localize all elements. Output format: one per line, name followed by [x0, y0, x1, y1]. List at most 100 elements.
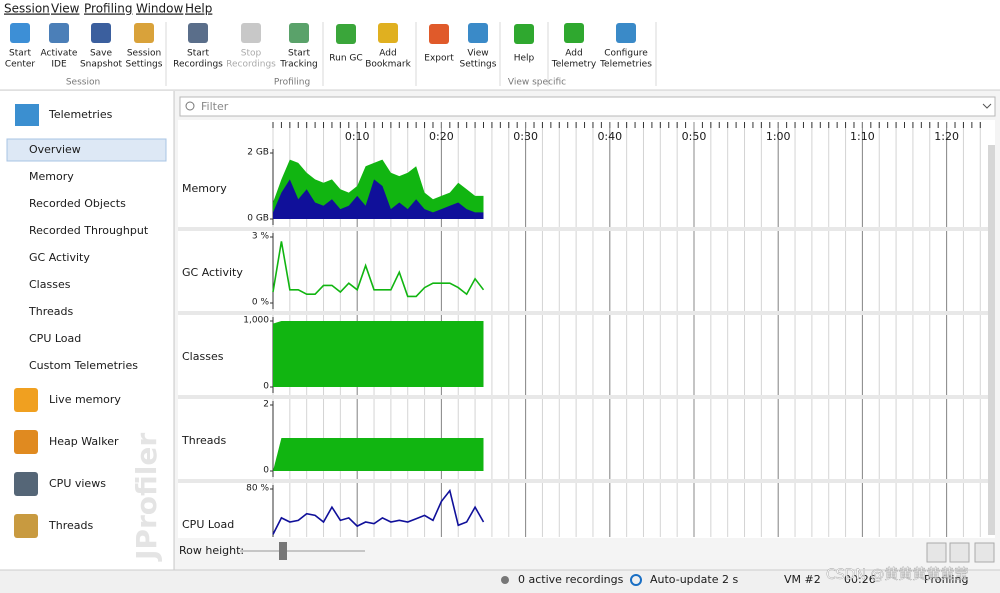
y-tick-label: 0 GB: [247, 214, 269, 224]
filter-box[interactable]: [179, 96, 996, 117]
toolbar-button-label: Tracking: [279, 60, 317, 70]
sidebar-item[interactable]: Memory: [29, 170, 74, 183]
status-bar: [0, 570, 1000, 589]
recording-dot: [501, 576, 509, 584]
status-time: 00:26: [844, 573, 876, 586]
sidebar-item[interactable]: Recorded Objects: [29, 197, 126, 210]
menu-item[interactable]: Help: [185, 2, 212, 16]
slider-thumb[interactable]: [279, 542, 287, 560]
sidebar-section[interactable]: Heap Walker: [49, 435, 119, 448]
menu-item[interactable]: Session: [4, 2, 50, 16]
time-tick-label: 0:50: [682, 130, 707, 143]
filter-dropdown[interactable]: [982, 103, 992, 109]
sidebar-item[interactable]: Overview: [29, 143, 81, 156]
sidebar-selection: [6, 138, 167, 162]
sidebar-section[interactable]: Threads: [48, 519, 93, 532]
status-vm: VM #2: [784, 573, 821, 586]
toolbar-icon[interactable]: [616, 23, 636, 43]
toolbar-button-label: Center: [5, 60, 36, 70]
toolbar-button-label: Add: [565, 49, 582, 59]
time-tick-label: 1:00: [766, 130, 791, 143]
status-auto-update[interactable]: Auto-update 2 s: [650, 573, 738, 586]
zoom-in[interactable]: [926, 542, 947, 563]
fit[interactable]: [974, 542, 995, 563]
sidebar-section[interactable]: Live memory: [49, 393, 121, 406]
time-tick-label: 0:30: [513, 130, 538, 143]
toolbar-button-label: Start: [288, 49, 310, 59]
toolbar-button-label: Add: [379, 49, 396, 59]
row-label: GC Activity: [182, 266, 243, 279]
toolbar-button-label: Save: [90, 49, 113, 59]
y-tick-label: 0: [263, 382, 269, 392]
y-tick-label: 1,000: [243, 316, 269, 326]
toolbar-button-label: Settings: [460, 60, 497, 70]
telemetry-rows: Memory 2 GB 0 GB GC Activity 3 % 0 % Classes 1,…: [178, 148, 988, 537]
row-height-label: Row height:: [179, 544, 244, 557]
line-series: [272, 241, 485, 298]
telemetries-icon: [15, 104, 39, 126]
toolbar-icon[interactable]: [429, 24, 449, 44]
toolbar-icon[interactable]: [188, 23, 208, 43]
toolbar-button-label: Bookmark: [365, 60, 411, 70]
toolbar-icon[interactable]: [336, 24, 356, 44]
toolbar-group-label: View specific: [508, 78, 566, 88]
sidebar-item[interactable]: GC Activity: [29, 251, 90, 264]
section-icon: [14, 430, 38, 454]
toolbar-icon[interactable]: [564, 23, 584, 43]
status-recordings: 0 active recordings: [518, 573, 624, 586]
sidebar-heading: Telemetries: [48, 108, 113, 121]
area-series: [273, 438, 484, 471]
toolbar-button-label: Export: [424, 54, 454, 64]
zoom-out[interactable]: [949, 542, 970, 563]
toolbar-button-label: Stop: [241, 49, 262, 59]
toolbar-group-label: Profiling: [274, 78, 310, 88]
sidebar-item[interactable]: Classes: [29, 278, 71, 291]
area-series: [273, 321, 484, 387]
toolbar-icon[interactable]: [49, 23, 69, 43]
menu-item[interactable]: Window: [136, 2, 184, 16]
y-tick-label: 80 %: [246, 484, 269, 494]
row-separator: [178, 227, 988, 231]
y-tick-label: 0: [263, 466, 269, 476]
section-icon: [14, 388, 38, 412]
auto-update-icon: [630, 574, 642, 586]
sidebar-item[interactable]: Custom Telemetries: [29, 359, 138, 372]
menu-item[interactable]: Profiling: [84, 2, 133, 16]
row-label: CPU Load: [182, 518, 234, 531]
toolbar-button-label: IDE: [51, 60, 67, 70]
sidebar-item[interactable]: Threads: [28, 305, 73, 318]
time-tick-label: 0:40: [597, 130, 622, 143]
toolbar-icon[interactable]: [10, 23, 30, 43]
watermark: CSDN @黄黄黄黄黄莹: [826, 566, 968, 583]
menu-bar: [0, 0, 1000, 18]
row-separator: [178, 311, 988, 315]
section-icon: [14, 472, 38, 496]
toolbar-button-label: Start: [9, 49, 31, 59]
toolbar-icon[interactable]: [289, 23, 309, 43]
sidebar-item[interactable]: CPU Load: [29, 332, 81, 345]
y-tick-label: 0 %: [252, 298, 270, 308]
y-tick-label: 2: [263, 400, 269, 410]
toolbar-icon[interactable]: [514, 24, 534, 44]
sidebar-item[interactable]: Recorded Throughput: [29, 224, 149, 237]
section-icon: [14, 514, 38, 538]
toolbar-icon[interactable]: [378, 23, 398, 43]
time-tick-label: 0:20: [429, 130, 454, 143]
toolbar-icon[interactable]: [468, 23, 488, 43]
row-label: Memory: [182, 182, 227, 195]
status-state: Profiling: [924, 573, 968, 586]
toolbar-icon[interactable]: [91, 23, 111, 43]
sidebar-section[interactable]: CPU views: [49, 477, 106, 490]
search-icon: [185, 101, 195, 111]
toolbar-icon[interactable]: [241, 23, 261, 43]
toolbar-button-label: Start: [187, 49, 209, 59]
row-label: Threads: [181, 434, 226, 447]
toolbar-button-label: Configure: [604, 49, 648, 59]
toolbar-icon[interactable]: [134, 23, 154, 43]
scrollbar[interactable]: [988, 145, 995, 535]
menu-item[interactable]: View: [51, 2, 80, 16]
row-label: Classes: [182, 350, 224, 363]
area-series: [273, 179, 484, 219]
time-tick-label: 0:10: [345, 130, 370, 143]
